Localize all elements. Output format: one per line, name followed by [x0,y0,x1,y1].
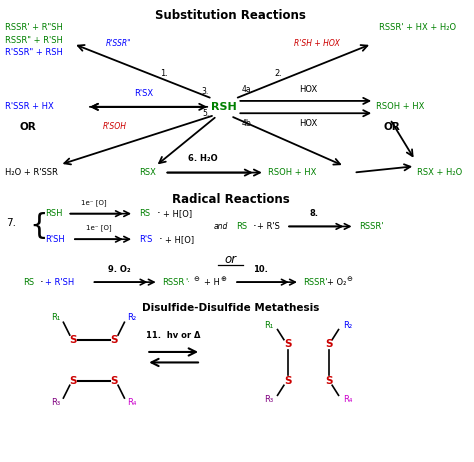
Text: OR: OR [384,122,401,132]
Text: R'SX: R'SX [135,89,154,98]
Text: R₄: R₄ [343,395,352,404]
Text: 9. O₂: 9. O₂ [108,265,130,274]
Text: 6. H₂O: 6. H₂O [189,154,218,164]
Text: + R'SH: + R'SH [45,278,74,286]
Text: Disulfide-Disulfide Metathesis: Disulfide-Disulfide Metathesis [142,303,319,313]
Text: R₁: R₁ [264,321,273,329]
Text: R'SOH: R'SOH [102,122,127,131]
Text: RS: RS [236,222,247,231]
Text: HOX: HOX [299,85,317,94]
Text: RSSR" + R'SH: RSSR" + R'SH [5,36,63,45]
Text: OR: OR [19,122,36,132]
Text: HOX: HOX [299,119,317,128]
Text: Radical Reactions: Radical Reactions [172,194,290,207]
Text: 8.: 8. [309,209,318,218]
Text: R₃: R₃ [52,398,61,407]
Text: S: S [70,376,77,386]
Text: R'SSR" + RSH: R'SSR" + RSH [5,49,63,57]
Text: R'S: R'S [139,235,153,244]
Text: RSSR: RSSR [162,278,184,286]
Text: 7.: 7. [7,218,17,228]
Text: RSH: RSH [45,209,62,218]
Text: S: S [110,376,118,386]
Text: + H: + H [204,278,220,286]
Text: ·: · [159,233,162,246]
Text: R₄: R₄ [127,398,137,407]
Text: R₂: R₂ [343,321,352,329]
Text: 1e⁻ [O]: 1e⁻ [O] [81,199,107,206]
Text: ⊖: ⊖ [193,276,199,282]
Text: + H[O]: + H[O] [165,235,194,244]
Text: 1e⁻ [O]: 1e⁻ [O] [86,225,111,231]
Text: or: or [225,253,237,266]
Text: R'SH + HOX: R'SH + HOX [294,39,340,49]
Text: 2.: 2. [274,69,283,78]
Text: 4a.: 4a. [242,85,254,94]
Text: RSX: RSX [139,168,156,177]
Text: 4b.: 4b. [242,119,254,128]
Text: RS: RS [23,278,35,286]
Text: ·: · [253,220,256,233]
Text: R₃: R₃ [264,395,273,404]
Text: S: S [284,376,292,386]
Text: RSOH + HX: RSOH + HX [268,168,316,177]
Text: R₁: R₁ [52,313,61,322]
Text: '·: '· [185,278,190,286]
Text: and: and [213,222,228,231]
Text: RS: RS [139,209,151,218]
Text: R'SSR + HX: R'SSR + HX [5,103,54,111]
Text: RSX + H₂O: RSX + H₂O [418,168,463,177]
Text: RSOH + HX: RSOH + HX [376,103,425,111]
Text: + H[O]: + H[O] [163,209,192,218]
Text: 5.: 5. [202,109,209,118]
Text: {: { [29,213,48,240]
Text: S: S [110,334,118,345]
Text: RSSR': RSSR' [303,278,328,286]
Text: S: S [325,339,332,349]
Text: 11.  hv or Δ: 11. hv or Δ [146,331,201,340]
Text: 10.: 10. [253,265,268,274]
Text: R'SH: R'SH [45,235,64,244]
Text: ⊖: ⊖ [347,276,353,282]
Text: RSSR': RSSR' [359,222,383,231]
Text: RSH: RSH [211,102,237,112]
Text: R₂: R₂ [127,313,137,322]
Text: + R'S: + R'S [257,222,280,231]
Text: RSSR' + HX + H₂O: RSSR' + HX + H₂O [379,24,456,32]
Text: 1.: 1. [161,69,168,78]
Text: S: S [70,334,77,345]
Text: RSSR' + R"SH: RSSR' + R"SH [5,24,63,32]
Text: H₂O + R'SSR: H₂O + R'SSR [5,168,58,177]
Text: Substitution Reactions: Substitution Reactions [155,9,306,22]
Text: ·: · [40,276,44,289]
Text: R'SSR": R'SSR" [106,38,132,48]
Text: S: S [325,376,332,386]
Text: ·: · [156,207,160,220]
Text: + O₂: + O₂ [327,278,346,286]
Text: ·: · [275,220,279,233]
Text: 3.: 3. [202,87,209,96]
Text: S: S [284,339,292,349]
Text: ⊕: ⊕ [220,276,227,282]
